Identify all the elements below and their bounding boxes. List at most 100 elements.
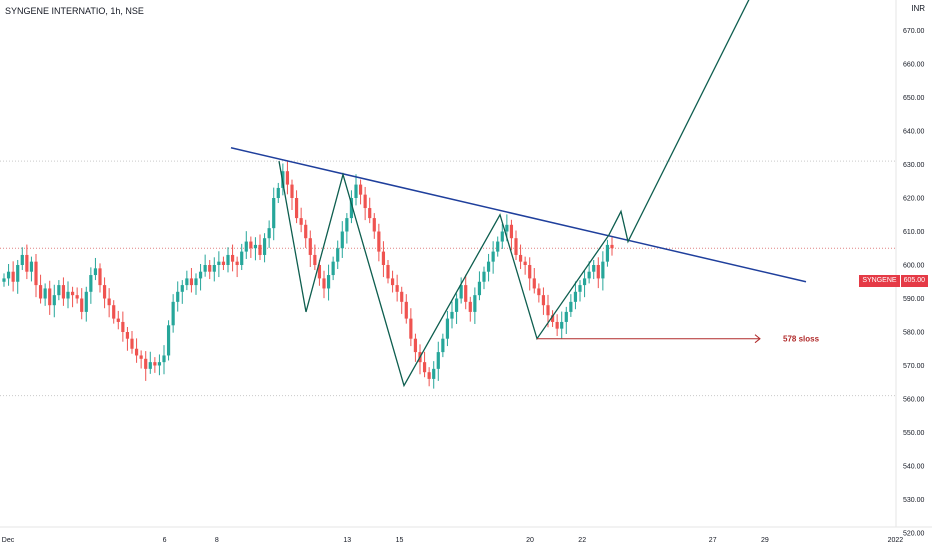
candle-body — [29, 261, 34, 272]
candle-body — [509, 224, 514, 239]
candle-body — [331, 261, 335, 276]
candle-body — [336, 248, 340, 262]
time-tick-label: 20 — [526, 537, 534, 544]
candle-body — [116, 318, 120, 322]
candle-body — [61, 285, 66, 299]
candle-body — [272, 198, 276, 229]
candle-body — [57, 285, 61, 296]
candle-body — [601, 261, 605, 279]
price-tick-label: 530.00 — [903, 497, 925, 504]
candle-body — [349, 198, 354, 219]
dotted-levels — [0, 160, 896, 397]
time-tick-label: 8 — [215, 537, 219, 544]
time-tick-label: 22 — [578, 537, 586, 544]
candle-body — [555, 321, 559, 329]
candle-body — [596, 265, 600, 279]
time-tick-label: 2022 — [888, 537, 904, 544]
candle-body — [560, 321, 564, 329]
resistance-trendline — [230, 147, 807, 283]
candle-body — [541, 295, 546, 306]
candle-body — [317, 265, 322, 279]
price-tick-label: 650.00 — [903, 95, 925, 102]
candle-body — [189, 278, 194, 286]
candle-body — [550, 315, 555, 322]
candle-body — [578, 285, 582, 292]
candle-body — [70, 291, 75, 296]
time-tick-label: 29 — [761, 537, 769, 544]
price-tick-label: 660.00 — [903, 62, 925, 69]
candle-body — [157, 362, 162, 366]
interval-label[interactable]: 1h — [110, 6, 121, 16]
candle-body — [377, 231, 381, 252]
candle-body — [450, 311, 454, 319]
candle-body — [11, 271, 15, 282]
candle-body — [427, 372, 431, 379]
time-tick-label: Dec — [2, 537, 15, 544]
candle-body — [221, 261, 226, 265]
candle-body — [203, 265, 207, 272]
candle-body — [166, 325, 171, 356]
candle-body — [230, 254, 235, 262]
candle-body — [66, 291, 70, 299]
candle-body — [308, 238, 312, 255]
candle-body — [500, 231, 504, 242]
candle-body — [564, 311, 568, 322]
candle-body — [413, 338, 418, 353]
candle-body — [198, 271, 203, 279]
stoploss-arrowhead — [754, 334, 761, 344]
symbol-name[interactable]: SYNGENE INTERNATIO — [5, 6, 106, 16]
candle-body — [258, 244, 262, 255]
candle-body — [363, 194, 367, 209]
candle-body — [345, 218, 349, 232]
price-axis: 520.00 530.00 540.00 550.00 560.00 570.00 580.… — [903, 0, 925, 538]
header-sep-2: , — [120, 6, 126, 16]
drawings: 690 target578 sloss — [230, 0, 820, 388]
candle-body — [48, 288, 52, 306]
last-price-tag: SYNGENE 605.00 — [859, 275, 928, 287]
candle-body — [235, 261, 239, 265]
candle-body — [84, 291, 88, 312]
last-price-value: 605.00 — [903, 277, 925, 284]
candle-body — [454, 298, 459, 312]
candle-body — [514, 238, 518, 255]
candle-body — [409, 318, 413, 339]
candle-body — [386, 265, 390, 279]
candle-body — [505, 224, 509, 232]
candle-body — [304, 224, 308, 239]
candle-body — [491, 251, 495, 262]
candle-body — [38, 285, 43, 299]
candle-body — [6, 271, 11, 279]
candle-body — [340, 231, 344, 249]
candle-body — [441, 338, 445, 353]
candle-body — [404, 301, 408, 319]
candle-body — [98, 268, 102, 286]
price-tick-label: 590.00 — [903, 296, 925, 303]
price-tick-label: 600.00 — [903, 263, 925, 270]
candle-body — [226, 254, 230, 265]
candle-body — [528, 265, 532, 279]
candle-body — [43, 288, 47, 299]
time-tick-label: 6 — [163, 537, 167, 544]
candle-body — [112, 305, 116, 319]
candle-body — [486, 261, 491, 272]
time-axis: Dec68131520222729202251012 — [2, 537, 904, 544]
candle-body — [299, 218, 303, 225]
candle-body — [253, 244, 258, 249]
price-tick-label: 610.00 — [903, 229, 925, 236]
candle-body — [464, 285, 468, 302]
candle-body — [294, 198, 299, 219]
candle-body — [185, 278, 189, 286]
candle-body — [139, 355, 143, 359]
candle-body — [390, 278, 395, 286]
candle-body — [212, 265, 216, 272]
candle-body — [422, 362, 427, 373]
price-tick-label: 560.00 — [903, 397, 925, 404]
candle-body — [102, 285, 107, 299]
candle-body — [482, 271, 486, 282]
time-tick-label: 15 — [396, 537, 404, 544]
candle-body — [569, 301, 573, 312]
exchange-label: NSE — [125, 6, 144, 16]
candle-body — [75, 295, 79, 299]
candle-body — [148, 362, 152, 369]
